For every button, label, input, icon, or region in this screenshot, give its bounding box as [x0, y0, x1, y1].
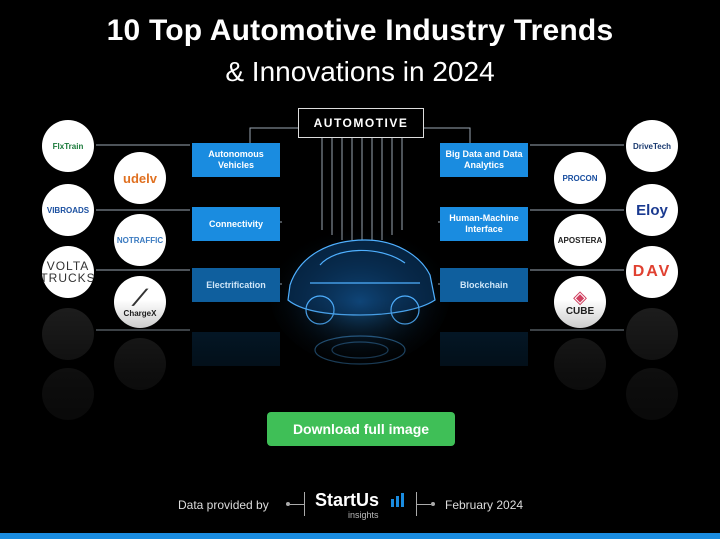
logo-flxtrain: FlxTrain [42, 120, 94, 172]
logo-hidden-left-1 [42, 308, 94, 360]
automotive-label: AUTOMOTIVE [298, 108, 424, 138]
logo-cube: ◈ CUBE [554, 276, 606, 328]
chargex-icon: ⟋ [132, 284, 148, 310]
logo-chargex: ⟋ ChargeX [114, 276, 166, 328]
logo-hidden-right-3 [554, 338, 606, 390]
startus-insights-label: insights [348, 510, 379, 520]
logo-hidden-left-2 [42, 368, 94, 420]
logo-udelv: udelv [114, 152, 166, 204]
logo-volta-trucks: VOLTA TRUCKS [42, 246, 94, 298]
bottom-accent-bar [0, 533, 720, 539]
logo-hidden-right-2 [626, 368, 678, 420]
trend-big-data: Big Data and Data Analytics [440, 143, 528, 177]
trend-hidden-left [192, 332, 280, 366]
title-line-2: & Innovations in 2024 [225, 56, 495, 87]
logo-drivetech: DriveTech [626, 120, 678, 172]
startus-brand: StartUs [315, 490, 380, 510]
logo-vibroads: VIBROADS [42, 184, 94, 236]
logo-notraffic: NOTRAFFIC [114, 214, 166, 266]
logo-hidden-right-1 [626, 308, 678, 360]
footer-date: February 2024 [445, 498, 524, 512]
trend-hmi: Human-Machine Interface [440, 207, 528, 241]
startus-bars-icon [391, 493, 404, 507]
trend-electrification: Electrification [192, 268, 280, 302]
footer: Data provided by StartUs insights Februa… [0, 488, 720, 524]
footer-line-left [290, 504, 304, 505]
logo-hidden-left-3 [114, 338, 166, 390]
footer-dot-right [431, 502, 435, 506]
trend-connectivity: Connectivity [192, 207, 280, 241]
logo-eloy: Eloy [626, 184, 678, 236]
logo-apostera: APOSTERA [554, 214, 606, 266]
data-provided-label: Data provided by [178, 498, 269, 512]
download-full-image-button[interactable]: Download full image [267, 412, 455, 446]
cube-icon: ◈ [573, 286, 587, 307]
trend-blockchain: Blockchain [440, 268, 528, 302]
trend-autonomous-vehicles: Autonomous Vehicles [192, 143, 280, 177]
car-illustration [270, 225, 450, 365]
trend-hidden-right [440, 332, 528, 366]
logo-procon: PROCON [554, 152, 606, 204]
footer-divider-right [416, 492, 417, 516]
logo-dav: DAV [626, 246, 678, 298]
footer-divider-left [304, 492, 305, 516]
footer-line-right [417, 504, 431, 505]
title-line-1: 10 Top Automotive Industry Trends [106, 14, 614, 47]
footer-dot-left [286, 502, 290, 506]
